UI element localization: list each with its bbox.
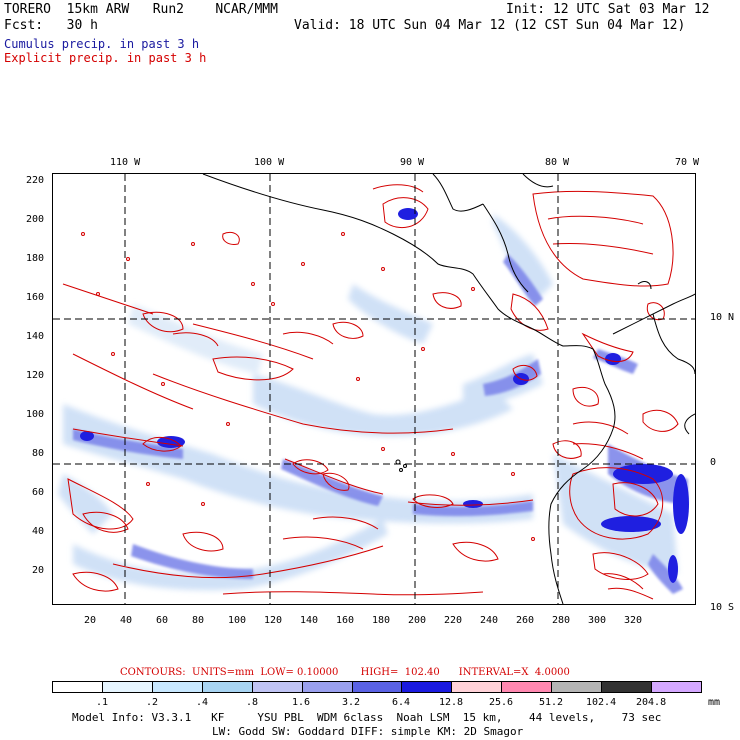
colorbar-label: 204.8 bbox=[636, 697, 667, 708]
lon-label-90w: 90 W bbox=[400, 157, 425, 168]
x-label: 20 bbox=[84, 615, 97, 626]
colorbar-swatch bbox=[452, 682, 503, 692]
y-label: 160 bbox=[26, 292, 45, 303]
lat-label-0: 0 bbox=[710, 457, 717, 468]
lon-label-100w: 100 W bbox=[254, 157, 285, 168]
colorbar-label: 102.4 bbox=[586, 697, 617, 708]
colorbar-label: 12.8 bbox=[439, 697, 464, 708]
precip-map bbox=[52, 173, 696, 605]
x-label: 60 bbox=[156, 615, 169, 626]
latlon-grid bbox=[53, 174, 695, 604]
coastlines bbox=[202, 174, 695, 604]
x-label: 280 bbox=[552, 615, 571, 626]
colorbar-swatch bbox=[602, 682, 653, 692]
valid-time: Valid: 18 UTC Sun 04 Mar 12 (12 CST Sun … bbox=[294, 18, 686, 33]
x-label: 80 bbox=[192, 615, 205, 626]
cumulus-light-areas bbox=[58, 214, 678, 591]
x-label: 320 bbox=[624, 615, 643, 626]
y-label: 80 bbox=[32, 448, 45, 459]
lon-label-70w: 70 W bbox=[675, 157, 700, 168]
colorbar-label: .2 bbox=[146, 697, 159, 708]
cumulus-medium-areas bbox=[73, 254, 688, 594]
colorbar-label: 3.2 bbox=[342, 697, 361, 708]
lon-label-110w: 110 W bbox=[110, 157, 141, 168]
explicit-precip-contours bbox=[62, 184, 679, 600]
colorbar-label: 51.2 bbox=[539, 697, 564, 708]
y-label: 100 bbox=[26, 409, 45, 420]
colorbar-label: .1 bbox=[96, 697, 109, 708]
lat-label-10s: 10 S bbox=[710, 602, 735, 613]
x-label: 300 bbox=[588, 615, 607, 626]
x-label: 100 bbox=[228, 615, 247, 626]
cumulus-legend-label: Cumulus precip. in past 3 h bbox=[4, 37, 200, 51]
y-label: 120 bbox=[26, 370, 45, 381]
colorbar-swatch bbox=[402, 682, 453, 692]
colorbar-label: .4 bbox=[196, 697, 209, 708]
explicit-legend-label: Explicit precip. in past 3 h bbox=[4, 51, 207, 65]
x-label: 260 bbox=[516, 615, 535, 626]
x-label: 160 bbox=[336, 615, 355, 626]
y-label: 220 bbox=[26, 175, 45, 186]
colorbar-label: 1.6 bbox=[292, 697, 311, 708]
colorbar-swatch bbox=[152, 682, 203, 692]
lon-label-80w: 80 W bbox=[545, 157, 570, 168]
colorbar-swatch bbox=[352, 682, 403, 692]
colorbar-swatch bbox=[552, 682, 603, 692]
x-label: 180 bbox=[372, 615, 391, 626]
colorbar-swatch bbox=[53, 682, 103, 692]
colorbar-swatch bbox=[252, 682, 303, 692]
model-info: Model Info: V3.3.1 KF YSU PBL WDM 6class… bbox=[72, 711, 662, 724]
y-label: 40 bbox=[32, 526, 45, 537]
title-line: TORERO 15km ARW Run2 NCAR/MMM bbox=[4, 2, 278, 17]
colorbar-label: .8 bbox=[246, 697, 259, 708]
y-label: 20 bbox=[32, 565, 45, 576]
x-label: 220 bbox=[444, 615, 463, 626]
colorbar-swatch bbox=[502, 682, 553, 692]
y-label: 200 bbox=[26, 214, 45, 225]
x-label: 120 bbox=[264, 615, 283, 626]
explicit-precip-dots bbox=[81, 232, 535, 541]
init-time: Init: 12 UTC Sat 03 Mar 12 bbox=[506, 2, 710, 17]
colorbar-swatch bbox=[652, 682, 701, 692]
forecast-hour: Fcst: 30 h bbox=[4, 18, 98, 33]
contour-info: CONTOURS: UNITS=mm LOW= 0.10000 HIGH= 10… bbox=[120, 667, 570, 678]
colorbar-swatch bbox=[202, 682, 253, 692]
colorbar-swatch bbox=[102, 682, 153, 692]
lat-label-10n: 10 N bbox=[710, 312, 735, 323]
y-label: 180 bbox=[26, 253, 45, 264]
colorbar-label: 6.4 bbox=[392, 697, 411, 708]
x-label: 240 bbox=[480, 615, 499, 626]
colorbar-swatch bbox=[302, 682, 353, 692]
colorbar-label: 25.6 bbox=[489, 697, 514, 708]
colorbar-unit: mm bbox=[708, 697, 721, 708]
x-label: 200 bbox=[408, 615, 427, 626]
y-label: 60 bbox=[32, 487, 45, 498]
x-label: 140 bbox=[300, 615, 319, 626]
map-canvas bbox=[53, 174, 695, 604]
physics-info: LW: Godd SW: Goddard DIFF: simple KM: 2D… bbox=[212, 725, 524, 738]
colorbar bbox=[52, 681, 702, 693]
x-label: 40 bbox=[120, 615, 133, 626]
y-label: 140 bbox=[26, 331, 45, 342]
